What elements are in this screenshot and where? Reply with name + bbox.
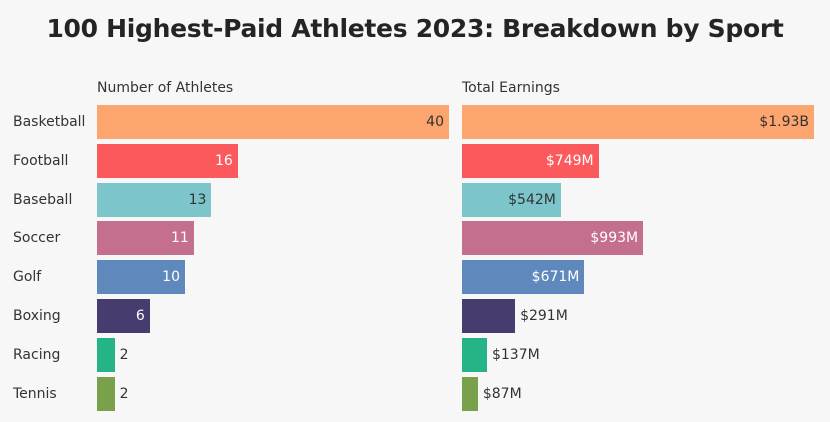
athletes-value-label-baseball: 13 [188, 191, 207, 208]
athletes-value-label-soccer: 11 [170, 230, 189, 247]
category-label-boxing: Boxing [13, 308, 61, 324]
earnings-value-label-soccer: $993M [590, 230, 639, 247]
earnings-value-label-golf: $671M [531, 269, 580, 286]
athletes-bar-basketball [97, 105, 449, 139]
earnings-bar-golf [462, 260, 585, 295]
earnings-value-label-basketball: $1.93B [759, 114, 809, 130]
chart-title: 100 Highest-Paid Athletes 2023: Breakdow… [46, 14, 784, 43]
earnings-bar-soccer [462, 221, 644, 256]
earnings-bar-football [462, 143, 599, 178]
earnings-bar-boxing [462, 299, 516, 333]
athletes-bar-football [97, 143, 238, 178]
earnings-bar-baseball [462, 182, 561, 217]
category-label-basketball: Basketball [13, 114, 86, 130]
athletes-value-label-football: 16 [214, 152, 233, 169]
athletes-bar-soccer [97, 221, 194, 256]
category-label-football: Football [13, 152, 69, 169]
earnings-value-label-racing: $137M [491, 346, 540, 363]
athletes-bar-tennis [97, 376, 115, 411]
athletes-value-label-racing: 2 [119, 346, 129, 363]
athletes-bar-golf [97, 260, 185, 295]
earnings-bar-basketball [462, 105, 814, 139]
earnings-bar-tennis [462, 376, 478, 411]
earnings-value-label-tennis: $87M [482, 385, 522, 402]
athletes-value-label-basketball: 40 [426, 114, 444, 130]
category-label-golf: Golf [13, 269, 42, 286]
category-label-racing: Racing [13, 346, 61, 363]
earnings-bar-racing [462, 337, 487, 372]
earnings-column-header: Total Earnings [462, 80, 560, 96]
earnings-value-label-boxing: $291M [520, 308, 568, 324]
athletes-column-header: Number of Athletes [97, 80, 234, 96]
earnings-value-label-football: $749M [545, 152, 594, 169]
category-label-tennis: Tennis [13, 385, 57, 402]
athletes-value-label-boxing: 6 [135, 308, 145, 324]
athletes-bar-racing [97, 337, 115, 372]
athletes-value-label-tennis: 2 [119, 385, 129, 402]
category-label-baseball: Baseball [13, 191, 73, 208]
athletes-value-label-golf: 10 [162, 269, 180, 286]
earnings-value-label-baseball: $542M [508, 191, 556, 208]
category-label-soccer: Soccer [13, 230, 61, 247]
athletes-bar-baseball [97, 182, 212, 217]
athletes-bar-boxing [97, 299, 150, 333]
